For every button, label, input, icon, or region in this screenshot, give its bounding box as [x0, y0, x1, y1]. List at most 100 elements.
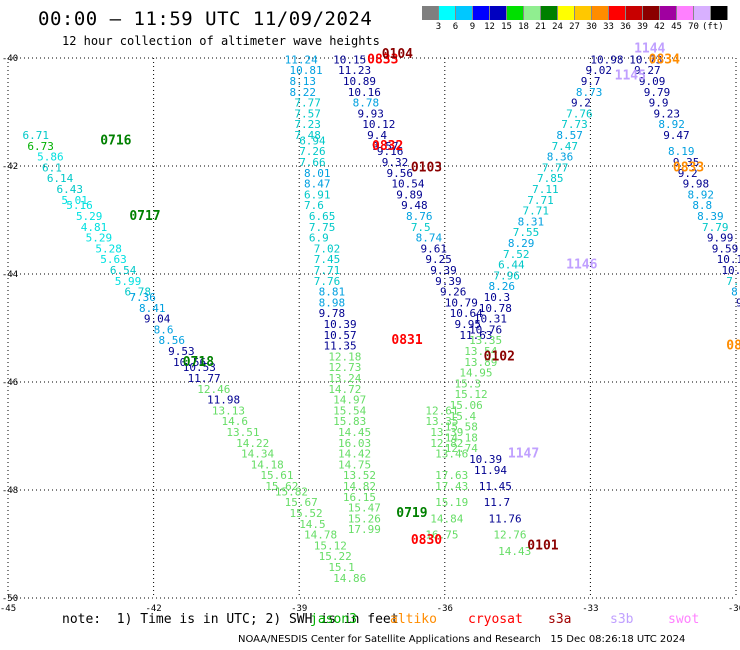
- swh-point: 15.83: [333, 415, 366, 428]
- swh-point: 10.15: [333, 53, 366, 66]
- swh-point: 6.9: [309, 232, 329, 245]
- swh-point: 11.76: [488, 512, 521, 525]
- swh-point: 15.4: [450, 410, 477, 423]
- swh-point: 12.82: [430, 437, 463, 450]
- swh-point: 15.06: [450, 399, 483, 412]
- pass-time-label: 0104: [382, 47, 413, 62]
- legend-swatch: [694, 6, 711, 20]
- swh-point: 9.23: [653, 107, 680, 120]
- x-tick-label: -39: [291, 604, 307, 614]
- legend-label: 70: [688, 22, 699, 32]
- swh-point: 10.39: [469, 453, 502, 466]
- swh-point: 13.51: [226, 426, 259, 439]
- swh-point: 15.54: [333, 404, 366, 417]
- pass-time-label: 0834: [649, 52, 680, 67]
- swh-point: 11.98: [207, 394, 240, 407]
- swh-point: 8.78: [353, 97, 380, 110]
- swh-point: 6.73: [27, 140, 54, 153]
- swh-point: 13.35: [469, 334, 502, 347]
- swh-point: 9.57: [372, 140, 399, 153]
- swh-point: 10.89: [343, 75, 376, 88]
- swh-point: 8.98: [319, 296, 346, 309]
- swh-point: 9.16: [377, 145, 404, 158]
- swh-point: 15.3: [455, 377, 482, 390]
- swh-point: 8.57: [556, 129, 583, 142]
- swh-point: 9.2: [678, 167, 698, 180]
- swh-point: 9.27: [634, 64, 661, 77]
- y-tick-label: -50: [2, 594, 18, 604]
- legend-label: 18: [518, 22, 529, 32]
- legend-label: 33: [603, 22, 614, 32]
- swh-point: 15.12: [314, 539, 347, 552]
- legend-swatch: [660, 6, 677, 20]
- swh-point: 9.2: [571, 97, 591, 110]
- chart-subtitle: 12 hour collection of altimeter wave hei…: [62, 34, 380, 48]
- swh-point: 5.16: [66, 199, 93, 212]
- legend-swatch: [490, 6, 507, 20]
- swh-point: 7.48: [294, 129, 321, 142]
- swh-point: 9.02: [586, 64, 613, 77]
- swh-point: 7.92: [726, 275, 740, 288]
- legend-label: 24: [552, 22, 563, 32]
- swh-point: 10.57: [323, 329, 356, 342]
- swh-point: 8.73: [576, 86, 603, 99]
- swh-point: 15.47: [348, 502, 381, 515]
- legend-swatch: [541, 6, 558, 20]
- swh-point: 9.95: [736, 296, 740, 309]
- swh-point: 15.26: [348, 512, 381, 525]
- legend-label: 27: [569, 22, 580, 32]
- swh-point: 11.63: [459, 329, 492, 342]
- wave-height-points: 6.716.735.866.16.146.435.015.165.294.815…: [23, 53, 740, 584]
- swh-point: 15.1: [328, 561, 355, 574]
- pass-time-label: 0103: [411, 160, 442, 175]
- swh-point: 10.81: [289, 64, 322, 77]
- swh-point: 15.22: [319, 550, 352, 563]
- swh-point: 10.12: [362, 118, 395, 131]
- swh-point: 14.34: [241, 448, 274, 461]
- swh-point: 7.36: [129, 291, 156, 304]
- swh-point: 11.45: [479, 480, 512, 493]
- swh-point: 9.48: [401, 199, 428, 212]
- swh-point: 16.75: [425, 529, 458, 542]
- pass-time-label: 1147: [508, 447, 539, 462]
- swh-point: 10.3: [484, 291, 511, 304]
- swh-point: 14.86: [333, 572, 366, 585]
- swh-point: 7.02: [314, 242, 341, 255]
- swh-point: 14.18: [251, 458, 284, 471]
- mission-label-s3a: s3a: [548, 612, 572, 627]
- swh-point: 8.69: [731, 286, 740, 299]
- swh-point: 8.47: [304, 178, 331, 191]
- legend-swatch: [456, 6, 473, 20]
- swh-point: 12.73: [328, 361, 361, 374]
- legend-label: 21: [535, 22, 546, 32]
- swh-point: 8.8: [692, 199, 712, 212]
- pass-time-label: 1145: [615, 69, 646, 84]
- y-tick-label: -48: [2, 486, 18, 496]
- swh-point: 17.63: [435, 469, 468, 482]
- swh-point: 14.43: [498, 545, 531, 558]
- legend-label: 3: [435, 22, 442, 32]
- pass-time-label: 08: [726, 339, 740, 354]
- swh-point: 6.78: [124, 286, 151, 299]
- swh-point: 7.45: [314, 253, 341, 266]
- legend-label: 30: [586, 22, 597, 32]
- y-tick-label: -40: [2, 54, 18, 64]
- swh-point: 7.47: [552, 140, 579, 153]
- swh-point: 9.53: [168, 345, 195, 358]
- swh-point: 4.81: [81, 221, 108, 234]
- y-tick-label: -44: [2, 270, 18, 280]
- swh-point: 15.62: [265, 480, 298, 493]
- swh-point: 9.78: [319, 307, 346, 320]
- pass-time-labels: 0716071707180719083008310832083301040103…: [100, 42, 740, 554]
- mission-label-cryosat: cryosat: [468, 612, 523, 627]
- swh-point: 14.95: [459, 367, 492, 380]
- swh-point: 10.16: [348, 86, 381, 99]
- chart-title: 00:00 – 11:59 UTC 11/09/2024: [38, 8, 373, 30]
- swh-point: 15.82: [275, 485, 308, 498]
- swh-point: 7.57: [294, 107, 321, 120]
- swh-point: 10.31: [474, 313, 507, 326]
- swh-point: 15.52: [289, 507, 322, 520]
- swh-point: 14.72: [328, 383, 361, 396]
- swh-point: 16.03: [338, 437, 371, 450]
- swh-point: 14.5: [299, 518, 326, 531]
